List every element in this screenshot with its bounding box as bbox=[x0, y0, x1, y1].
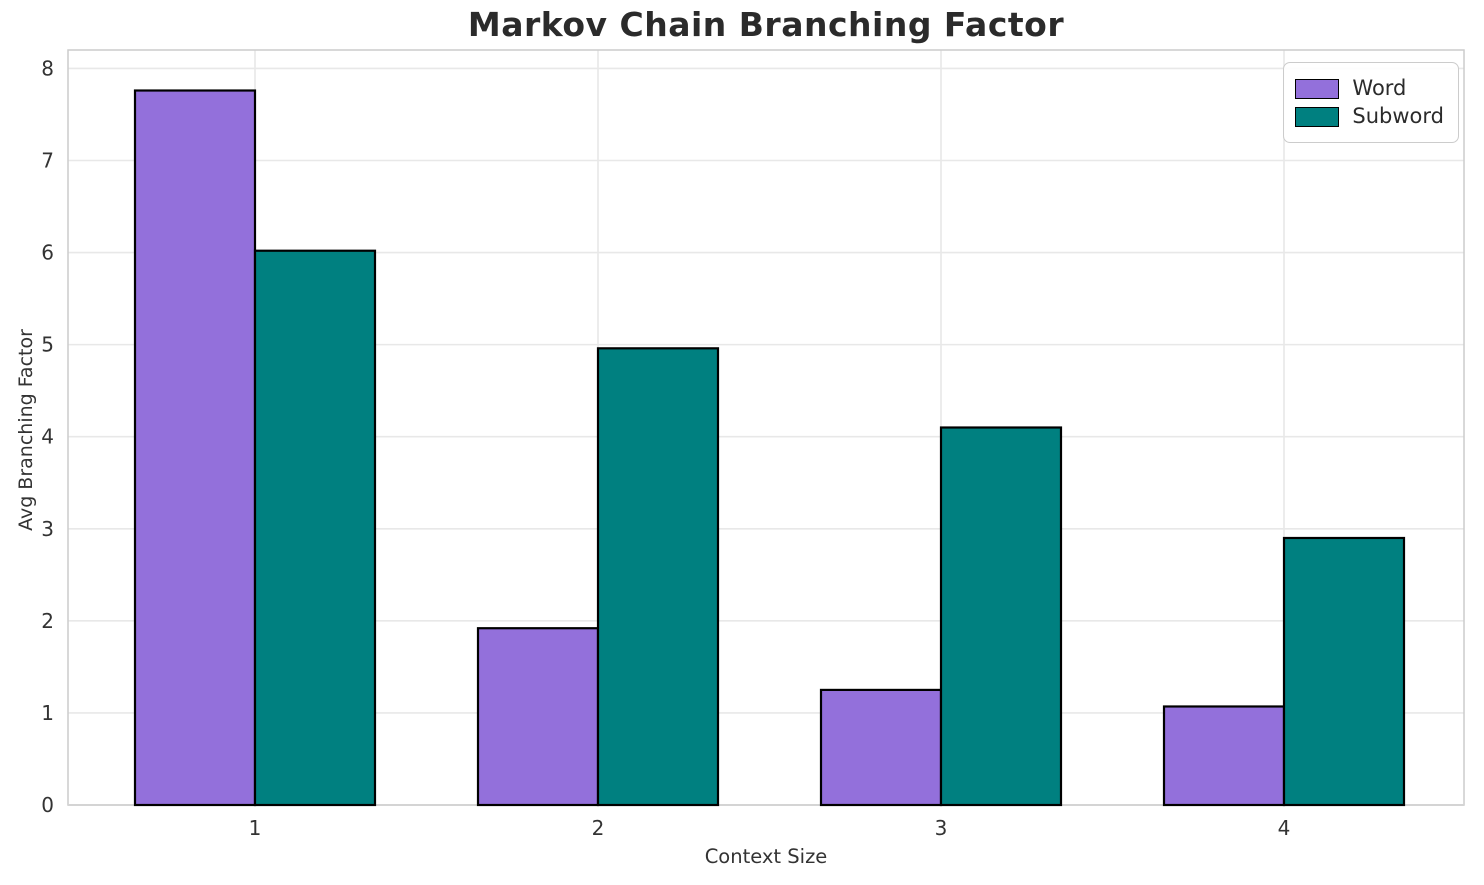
y-axis-label: Avg Branching Factor bbox=[15, 329, 37, 531]
bar-word-3 bbox=[819, 688, 943, 807]
bar-subword-1 bbox=[253, 249, 377, 807]
bar-word-2 bbox=[476, 627, 600, 807]
x-tick-label-4: 4 bbox=[1278, 816, 1291, 840]
y-tick-label-0: 0 bbox=[41, 793, 54, 817]
legend-item-word: Word bbox=[1295, 76, 1444, 100]
y-tick-label-7: 7 bbox=[41, 148, 54, 172]
y-tick-label-8: 8 bbox=[41, 56, 54, 80]
x-tick-label-2: 2 bbox=[592, 816, 605, 840]
bar-subword-2 bbox=[596, 347, 720, 807]
y-tick-label-6: 6 bbox=[41, 241, 54, 265]
bar-word-4 bbox=[1162, 705, 1286, 807]
bar-subword-4 bbox=[1282, 536, 1406, 807]
legend-label-word: Word bbox=[1352, 76, 1407, 100]
y-tick-label-2: 2 bbox=[41, 609, 54, 633]
y-tick-label-5: 5 bbox=[41, 333, 54, 357]
x-axis-label: Context Size bbox=[704, 845, 828, 868]
bar-word-1 bbox=[133, 89, 257, 807]
x-tick-label-3: 3 bbox=[935, 816, 948, 840]
legend-swatch-word-icon bbox=[1295, 78, 1340, 99]
legend-label-subword: Subword bbox=[1352, 104, 1444, 129]
legend: Word Subword bbox=[1283, 62, 1459, 144]
y-tick-label-3: 3 bbox=[41, 517, 54, 541]
legend-item-subword: Subword bbox=[1295, 104, 1444, 129]
x-tick-label-1: 1 bbox=[249, 816, 262, 840]
legend-swatch-subword-icon bbox=[1295, 106, 1340, 127]
bar-subword-3 bbox=[939, 426, 1063, 807]
y-tick-label-1: 1 bbox=[41, 701, 54, 725]
y-tick-label-4: 4 bbox=[41, 425, 54, 449]
chart-title: Markov Chain Branching Factor bbox=[467, 5, 1065, 44]
